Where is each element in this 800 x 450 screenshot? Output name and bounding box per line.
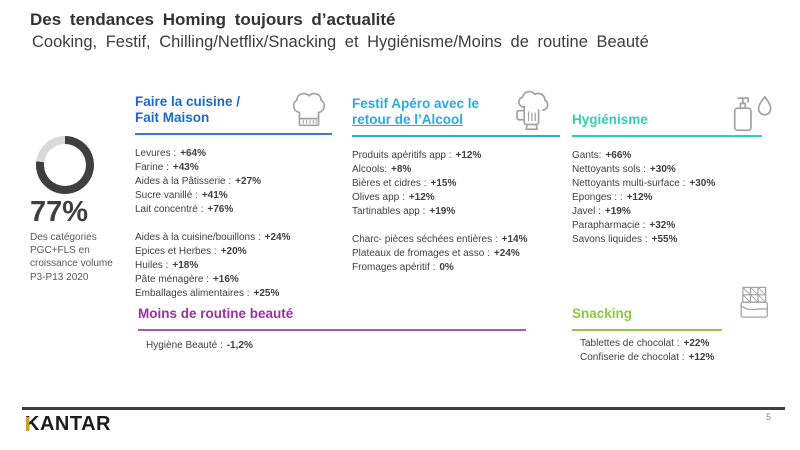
donut-value: 77% <box>30 196 89 228</box>
stat-line: Huiles : +18% <box>135 260 199 272</box>
stat-line: Pâte ménagère : +16% <box>135 274 239 286</box>
section-title: Hygiénisme <box>572 112 784 128</box>
stat-line: Tartinables app : +19% <box>352 206 456 218</box>
kantar-logo-gold-bar <box>25 417 29 431</box>
stat-line: Bières et cidres : +15% <box>352 178 457 190</box>
stat-line: Lait concentré : +76% <box>135 204 234 216</box>
section-underline <box>572 135 762 138</box>
kantar-logo: KANTAR <box>25 413 111 436</box>
stat-list: Tablettes de chocolat : +22% Confiserie de… <box>580 337 784 365</box>
section-moins-routine-beaute: Moins de routine beauté Hygiène Beauté :… <box>138 306 526 353</box>
stat-list: Aides à la cuisine/bouillons : +24% Epices… <box>135 231 332 301</box>
stat-line: Gants: +66% <box>572 150 632 162</box>
stat-line: Levures : +64% <box>135 148 206 160</box>
section-underline <box>572 329 722 332</box>
section-festif-apero: Festif Apéro avec le retour de l’Alcool … <box>352 90 560 275</box>
stat-line: Olives app : +12% <box>352 192 435 204</box>
donut-stat: 77% Des catégories PGC+FLS en croissance… <box>30 136 142 284</box>
stat-list: Produits apéritifs app : +12% Alcools: +8% B… <box>352 149 560 219</box>
stat-line: Charc- pièces séchées entières : +14% <box>352 234 528 246</box>
section-title-line1: Faire la cuisine / <box>135 94 241 109</box>
section-title: Moins de routine beauté <box>138 306 526 322</box>
section-title-line2: Fait Maison <box>135 110 210 126</box>
page-number: 5 <box>766 412 772 422</box>
stat-line: Produits apéritifs app : +12% <box>352 150 482 162</box>
stat-line: Emballages alimentaires : +25% <box>135 288 280 300</box>
stat-line: Aides à la Pâtisserie : +27% <box>135 176 262 188</box>
stat-line: Nettoyants multi-surface : +30% <box>572 178 716 190</box>
stat-line: Nettoyants sols : +30% <box>572 164 676 176</box>
donut-caption: Des catégories PGC+FLS en croissance vol… <box>30 232 113 283</box>
section-title: Snacking <box>572 306 784 322</box>
stat-list: Levures : +64% Farine : +43% Aides à la Pâti… <box>135 147 332 217</box>
stat-line: Eponges : : +12% <box>572 192 653 204</box>
footer-divider <box>22 407 785 410</box>
stat-line: Confiserie de chocolat : +12% <box>580 352 715 364</box>
page-title: Des tendances Homing toujours d’actualit… <box>30 10 396 29</box>
section-underline <box>138 329 526 332</box>
section-title-line1: Snacking <box>572 306 633 321</box>
chocolate-bar-icon <box>728 284 770 324</box>
stat-line: Tablettes de chocolat : +22% <box>580 338 710 350</box>
donut-chart <box>36 136 94 194</box>
section-title-line1: Hygiénisme <box>572 112 648 127</box>
stat-line: Hygiène Beauté : -1,2% <box>146 340 253 352</box>
stat-line: Parapharmacie : +32% <box>572 220 676 232</box>
beer-mug-icon <box>506 90 552 136</box>
stat-line: Fromages apéritif :0% <box>352 262 454 274</box>
soap-dispenser-icon <box>728 90 774 136</box>
stat-list: Gants: +66% Nettoyants sols : +30% Nettoyant… <box>572 149 784 247</box>
stat-line: Alcools: +8% <box>352 164 412 176</box>
section-title: Faire la cuisine / Fait Maison <box>135 94 332 126</box>
section-faire-la-cuisine: Faire la cuisine / Fait Maison Levures :… <box>135 92 332 301</box>
stat-line: Aides à la cuisine/bouillons : +24% <box>135 232 291 244</box>
stat-line: Javel : +19% <box>572 206 631 218</box>
section-snacking: Snacking Tablettes de chocolat : +22% Conf… <box>572 284 784 365</box>
stat-line: Savons liquides : +55% <box>572 234 678 246</box>
kantar-logo-text: KANTAR <box>25 413 111 435</box>
stat-line: Sucre vanillé : +41% <box>135 190 228 202</box>
stat-list: Charc- pièces séchées entières : +14% Plat… <box>352 233 532 275</box>
section-title-line1: Moins de routine beauté <box>138 306 294 321</box>
section-title: Festif Apéro avec le retour de l’Alcool <box>352 96 560 128</box>
chef-hat-icon <box>286 90 332 132</box>
stat-list: Hygiène Beauté : -1,2% <box>146 339 526 353</box>
section-title-line2: retour de l’Alcool <box>352 112 464 128</box>
stat-line: Plateaux de fromages et asso : +24% <box>352 248 520 260</box>
stat-line: Epices et Herbes : +20% <box>135 246 247 258</box>
page-subtitle: Cooking, Festif, Chilling/Netflix/Snacki… <box>32 33 649 51</box>
section-hygienisme: Hygiénisme Gants: +66% Nettoyants sols : +3… <box>572 94 784 247</box>
section-underline <box>135 133 332 136</box>
section-title-line1: Festif Apéro avec le <box>352 96 480 111</box>
section-underline <box>352 135 560 138</box>
stat-line: Farine : +43% <box>135 162 199 174</box>
